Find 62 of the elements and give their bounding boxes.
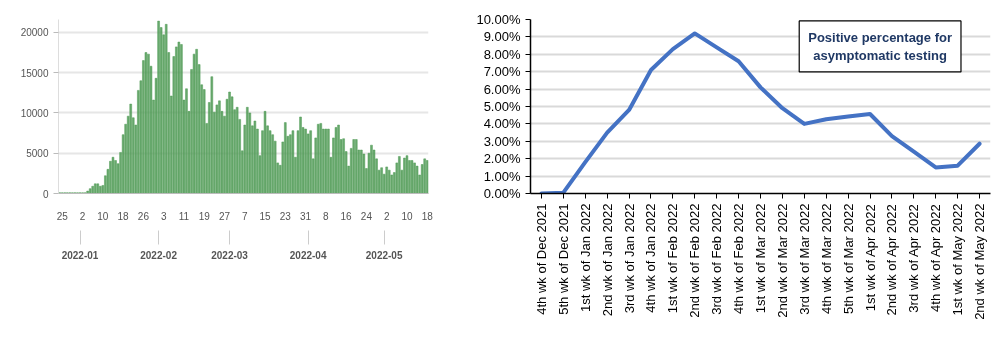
x-tick-label: 3rd wk of Feb 2022: [709, 203, 725, 315]
x2-tick-label: 2022-01: [61, 249, 99, 261]
x-tick-label: 4th wk of Apr 2022: [928, 204, 944, 312]
y-tick-label: 0: [42, 188, 49, 200]
x-tick-label: 2: [383, 210, 390, 222]
x-tick-label: 8: [323, 210, 330, 222]
x-tick-label: 18: [421, 210, 434, 222]
x2-tick-label: 2022-04: [289, 249, 327, 261]
x-tick-label: 3: [160, 210, 167, 222]
y-tick-label: 20000: [20, 27, 49, 39]
x-tick-label: 1st wk of Apr 2022: [862, 204, 878, 312]
y-tick-label: 3.00%: [483, 133, 521, 149]
x-tick-label: 31: [300, 210, 312, 222]
x-tick-label: 2nd wk of Feb 2022: [687, 203, 703, 318]
y-tick-label: 5.00%: [483, 99, 521, 114]
y-tick-label: 8.00%: [483, 46, 521, 62]
y-tick-label: 10.00%: [476, 12, 521, 27]
y-tick-label: 7.00%: [483, 64, 521, 80]
x-tick-label: 2nd wk of May 2022: [972, 203, 988, 320]
x-tick-label: 27: [218, 210, 231, 222]
x-tick-label: 1st wk of May 2022: [950, 203, 966, 316]
x-tick-label: 11: [178, 210, 190, 222]
y-tick-label: 15000: [20, 67, 49, 79]
x-tick-label: 4th wk of Jan 2022: [643, 203, 659, 313]
x-tick-label: 25: [56, 210, 69, 222]
x-tick-label: 16: [340, 210, 353, 222]
y-tick-label: 6.00%: [483, 81, 521, 97]
x-tick-label: 18: [117, 210, 130, 222]
x-tick-label: 2nd wk of Jan 2022: [599, 203, 615, 317]
x-tick-label: 15: [259, 210, 272, 222]
y-tick-label: 1.00%: [483, 168, 521, 184]
x-tick-label: 2: [79, 210, 86, 222]
x-tick-label: 3rd wk of Jan 2022: [621, 203, 637, 314]
x-tick-label: 4th wk of Dec 2021: [533, 203, 549, 315]
x-tick-label: 4th wk of Feb 2022: [731, 203, 747, 315]
y-tick-label: 2.00%: [483, 151, 521, 167]
y-tick-label: 10000: [20, 107, 49, 119]
x-tick-label: 23: [279, 210, 292, 222]
y-tick-label: 0.00%: [483, 186, 521, 201]
x-tick-label: 5th wk of Dec 2021: [555, 203, 571, 315]
text: Positive percentage for asymptomatic testing: [808, 29, 952, 63]
x-tick-label: 7: [241, 210, 248, 222]
y-tick-label: 9.00%: [483, 29, 521, 45]
x-tick-label: 4th wk of Mar 2022: [818, 203, 834, 315]
x-tick-label: 19: [198, 210, 211, 222]
x-tick-label: 1st wk of Feb 2022: [665, 203, 681, 314]
x2-tick-label: 2022-02: [140, 249, 178, 261]
x-tick-label: 3rd wk of Apr 2022: [906, 204, 922, 313]
x-tick-label: 1st wk of Mar 2022: [753, 203, 768, 314]
x-tick-label: 5th wk of Mar 2022: [840, 203, 856, 315]
x-tick-label: 3rd wk of Mar 2022: [796, 203, 812, 315]
x-tick-label: 1st wk of Jan 2022: [577, 203, 593, 312]
x2-tick-label: 2022-05: [365, 249, 403, 261]
x2-tick-label: 2022-03: [211, 249, 249, 261]
x-tick-label: 2nd wk of Apr 2022: [884, 204, 900, 316]
x-tick-label: 24: [360, 210, 373, 222]
x-tick-label: 2nd wk of Mar 2022: [774, 203, 790, 318]
y-tick-label: 4.00%: [483, 116, 521, 132]
x-tick-label: 26: [137, 210, 150, 222]
x-tick-label: 10: [401, 210, 413, 222]
x-tick-label: 10: [97, 210, 109, 222]
y-tick-label: 5000: [26, 148, 49, 160]
